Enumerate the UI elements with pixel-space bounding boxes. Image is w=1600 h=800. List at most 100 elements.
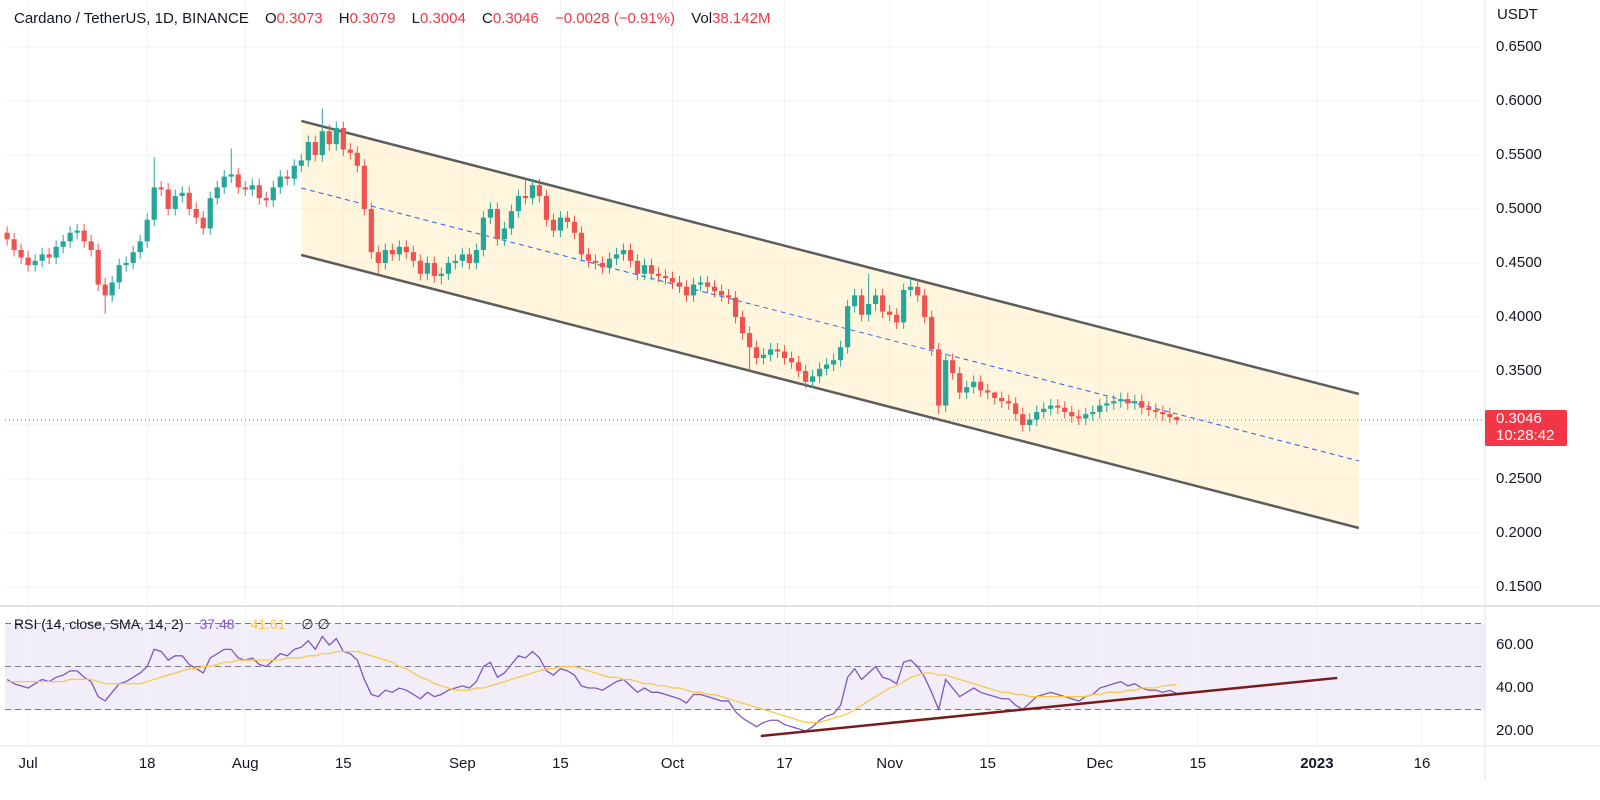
candle-body	[88, 241, 94, 251]
countdown-label: 10:28:42	[1496, 427, 1554, 444]
candle-body	[1132, 401, 1138, 404]
y-tick-label: 40.00	[1496, 679, 1534, 696]
candle-body	[880, 295, 886, 312]
candle-body	[1167, 414, 1173, 418]
candle-body	[179, 192, 185, 197]
candle-body	[922, 295, 928, 317]
x-tick-label: 15	[1189, 755, 1206, 772]
field-label: L	[411, 10, 420, 27]
candle-body	[284, 176, 290, 179]
candle-body	[18, 250, 24, 258]
candle-body	[102, 284, 108, 296]
candle-body	[4, 232, 10, 240]
candle-body	[256, 185, 262, 199]
candle-body	[676, 282, 683, 287]
candle-body	[270, 187, 276, 201]
x-tick-label: 15	[552, 755, 569, 772]
candle-body	[929, 316, 935, 350]
candle-body	[683, 286, 690, 296]
candle-body	[445, 262, 451, 274]
candle-body	[831, 360, 837, 365]
field-value: 0.3046	[492, 10, 539, 27]
volume-label: Vol	[691, 10, 713, 27]
candle-body	[46, 254, 52, 258]
candle-body	[249, 185, 255, 190]
change: −0.0028 (−0.91%)	[554, 10, 676, 27]
candle-body	[985, 390, 991, 393]
candle-body	[235, 174, 241, 188]
y-tick-label: 0.6000	[1496, 92, 1542, 109]
candle-body	[473, 250, 479, 263]
candle-body	[662, 275, 669, 279]
candle-body	[263, 198, 269, 201]
field-value: 0.3004	[419, 10, 466, 27]
candle-body	[368, 208, 374, 253]
candle-body	[599, 262, 606, 268]
candle-body	[172, 196, 178, 209]
rsi-value: 37.48	[199, 616, 235, 632]
candle-body	[732, 297, 739, 317]
x-tick-label: Aug	[232, 755, 259, 772]
candle-body	[788, 358, 795, 363]
candle-body	[620, 250, 627, 255]
candle-body	[585, 254, 592, 261]
candle-body	[375, 252, 381, 263]
rsi-trendline	[760, 676, 1338, 738]
candle-body	[109, 282, 115, 296]
y-tick-label: 0.6500	[1496, 38, 1542, 55]
candle-body	[1174, 417, 1180, 421]
candle-body	[1153, 409, 1159, 413]
candle-body	[116, 265, 122, 283]
candle-body	[936, 349, 942, 406]
candle-body	[557, 217, 564, 231]
x-tick-label: 16	[1414, 755, 1431, 772]
candle-body	[39, 254, 45, 261]
candle-body	[690, 284, 697, 296]
candle-body	[1041, 408, 1047, 413]
candle-body	[1076, 416, 1082, 419]
candle-body	[319, 131, 325, 155]
candle-body	[1055, 405, 1061, 408]
candle-body	[999, 397, 1005, 402]
candle-body	[396, 246, 402, 255]
candle-body	[1111, 401, 1117, 404]
candle-body	[592, 260, 599, 263]
candle-body	[774, 349, 781, 352]
candle-body	[795, 362, 802, 371]
candle-body	[718, 291, 725, 296]
candle-body	[655, 273, 662, 276]
y-tick-label: 0.3500	[1496, 362, 1542, 379]
candle-body	[894, 314, 900, 323]
candle-body	[298, 160, 304, 166]
y-tick-label: 0.4500	[1496, 254, 1542, 271]
candle-body	[347, 149, 353, 153]
candle-body	[221, 176, 227, 188]
symbol-title: Cardano / TetherUS, 1D, BINANCE	[14, 10, 249, 27]
candle-body	[753, 347, 760, 359]
candle-body	[326, 131, 332, 145]
candle-body	[242, 187, 248, 190]
y-tick-label: 0.2500	[1496, 470, 1542, 487]
y-tick-label: 0.2000	[1496, 524, 1542, 541]
candle-body	[25, 257, 31, 266]
candle-body	[950, 360, 956, 374]
candle-body	[915, 286, 921, 296]
candle-body	[1146, 407, 1152, 410]
x-tick-label: 15	[335, 755, 352, 772]
candle-body	[529, 185, 536, 199]
candle-body	[711, 286, 718, 292]
candle-body	[1160, 412, 1166, 415]
candle-body	[550, 219, 557, 231]
candle-body	[60, 241, 66, 247]
rsi-sma-line	[7, 650, 1177, 724]
field-label: C	[482, 10, 493, 27]
candle-body	[564, 217, 571, 222]
candle-body	[508, 211, 515, 229]
candle-body	[424, 262, 430, 274]
candle-body	[228, 174, 234, 177]
candle-body	[901, 289, 907, 323]
candle-body	[943, 360, 949, 406]
rsi-line	[6, 635, 1178, 732]
candle-body	[1118, 399, 1124, 402]
x-tick-label: Nov	[876, 755, 903, 772]
